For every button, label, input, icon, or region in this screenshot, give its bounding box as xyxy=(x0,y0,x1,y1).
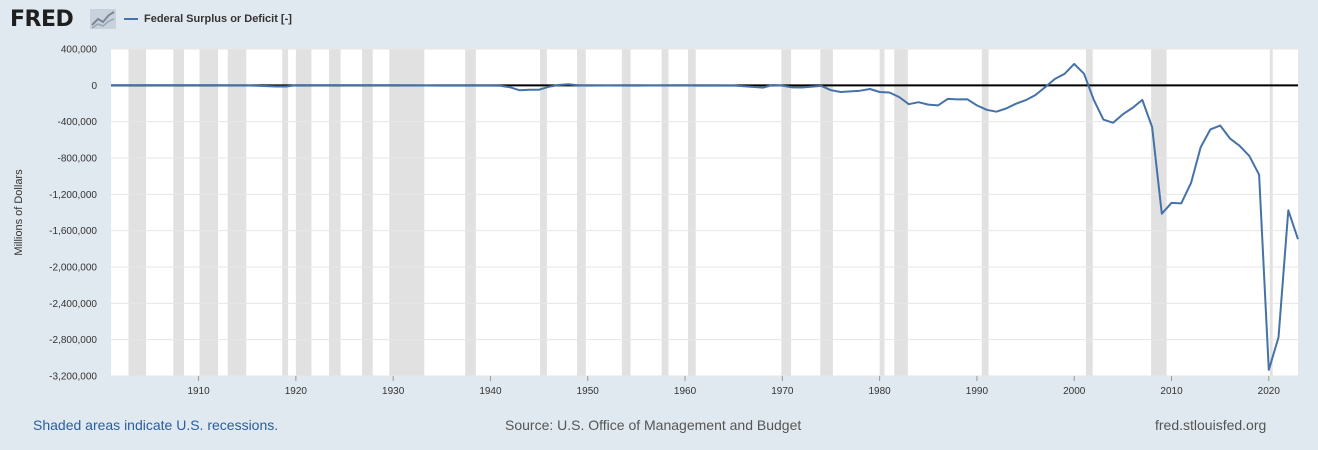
fred-site-link[interactable]: fred.stlouisfed.org xyxy=(1155,417,1267,433)
x-tick-label: 1910 xyxy=(187,386,210,397)
recession-bar xyxy=(661,49,669,376)
x-tick-label: 2020 xyxy=(1258,386,1281,397)
recession-shading xyxy=(128,49,1273,376)
chart-line-icon xyxy=(90,9,116,29)
recession-bar xyxy=(621,49,631,376)
x-tick-label: 2000 xyxy=(1063,386,1086,397)
recession-bar xyxy=(465,49,476,376)
recession-bar xyxy=(328,49,341,376)
y-tick-label: -2,400,000 xyxy=(49,299,97,310)
recession-note-link[interactable]: Shaded areas indicate U.S. recessions. xyxy=(33,417,279,433)
source-text: Source: U.S. Office of Management and Bu… xyxy=(505,417,802,433)
x-tick-label: 1960 xyxy=(674,386,697,397)
y-axis-ticks: 400,000 0 -400,000 -800,000 -1,200,000 -1,600… xyxy=(49,45,97,383)
x-tick-label: 1980 xyxy=(869,386,892,397)
x-axis-ticks: 1910 1920 1930 1940 1950 1960 1970 1980 1990 2000… xyxy=(187,376,1280,397)
y-tick-label: 0 xyxy=(91,81,97,92)
recession-bar xyxy=(1085,49,1093,376)
line-chart[interactable]: 400,000 0 -400,000 -800,000 -1,200,000 -1,600… xyxy=(0,40,1318,410)
y-tick-label: -2,800,000 xyxy=(49,335,97,346)
recession-bar xyxy=(687,49,696,376)
recession-bar xyxy=(981,49,989,376)
y-tick-label: 400,000 xyxy=(61,45,98,56)
recession-bar xyxy=(173,49,184,376)
recession-bar xyxy=(820,49,833,376)
fred-logo[interactable]: FRED xyxy=(10,7,74,32)
recession-bar xyxy=(227,49,247,376)
y-tick-label: -1,600,000 xyxy=(49,226,97,237)
x-tick-label: 1950 xyxy=(577,386,600,397)
recession-bar xyxy=(577,49,586,376)
recession-bar xyxy=(894,49,908,376)
y-tick-label: -2,000,000 xyxy=(49,263,97,274)
y-tick-label: -1,200,000 xyxy=(49,190,97,201)
recession-bar xyxy=(282,49,289,376)
recession-bar xyxy=(128,49,147,376)
x-tick-label: 1940 xyxy=(479,386,502,397)
recession-bar xyxy=(295,49,312,376)
recession-bar xyxy=(1151,49,1167,376)
y-axis-label: Millions of Dollars xyxy=(13,169,25,256)
plot-area xyxy=(111,49,1298,376)
recession-bar xyxy=(879,49,885,376)
recession-bar xyxy=(540,49,547,376)
x-tick-label: 1930 xyxy=(382,386,405,397)
legend-label: Federal Surplus or Deficit [-] xyxy=(144,13,292,25)
y-tick-label: -800,000 xyxy=(58,154,98,165)
series-line-federal-surplus-or-deficit xyxy=(111,62,1299,371)
y-tick-label: -3,200,000 xyxy=(49,372,97,383)
x-tick-label: 1970 xyxy=(771,386,794,397)
x-tick-label: 1990 xyxy=(966,386,989,397)
recession-bar xyxy=(781,49,792,376)
recession-bar xyxy=(389,49,425,376)
x-tick-label: 2010 xyxy=(1160,386,1183,397)
chart-header: FRED Federal Surplus or Deficit [-] xyxy=(0,0,1318,40)
recession-bar xyxy=(362,49,373,376)
chart-legend[interactable]: Federal Surplus or Deficit [-] xyxy=(124,10,292,28)
y-tick-label: -400,000 xyxy=(58,117,98,128)
legend-swatch xyxy=(124,18,138,20)
x-tick-label: 1920 xyxy=(285,386,308,397)
recession-bar xyxy=(1269,49,1273,376)
recession-bar xyxy=(199,49,219,376)
